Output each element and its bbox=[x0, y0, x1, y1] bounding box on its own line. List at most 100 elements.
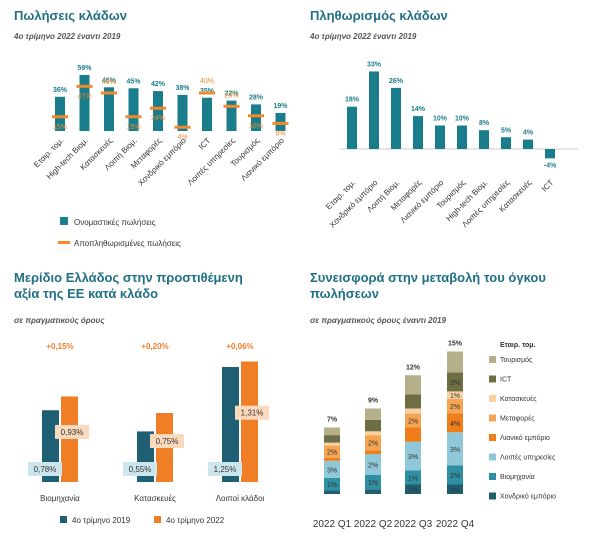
c1-bar-label: 36% bbox=[53, 87, 68, 94]
c1-bar bbox=[55, 96, 65, 131]
c1-marker-label: 15% bbox=[126, 124, 140, 131]
c4-segment-label: 2% bbox=[450, 380, 460, 387]
c4-legend-label: Λιανικό εμπόριο bbox=[500, 434, 550, 442]
c4-segment bbox=[365, 435, 381, 451]
c2-bar-label: 8% bbox=[479, 120, 490, 127]
c4-segment-label: 1% bbox=[408, 487, 418, 494]
c3-label-box bbox=[208, 462, 242, 476]
c4-segment-label: 2% bbox=[450, 473, 460, 480]
c1-marker-label: 40% bbox=[200, 78, 214, 85]
c1-marker bbox=[52, 115, 68, 119]
c4-segment bbox=[405, 427, 421, 442]
c4-legend-label: Τουρισμός bbox=[500, 356, 533, 364]
c3-legend-label: 4ο τρίμηνο 2022 bbox=[166, 516, 225, 525]
c4-tick-label: 2022 Q4 bbox=[436, 519, 475, 530]
c4-total-label: 12% bbox=[406, 364, 421, 371]
c4-legend-swatch bbox=[489, 492, 496, 500]
c2-bar-label: 18% bbox=[345, 97, 360, 104]
chart4-title: Συνεισφορά στην μεταβολή του όγκου πωλήσ… bbox=[310, 270, 546, 301]
c1-marker-label: 15% bbox=[53, 124, 67, 131]
c2-bar-label: 33% bbox=[367, 61, 382, 68]
c4-segment bbox=[365, 431, 381, 436]
c4-tick-label: 2022 Q3 bbox=[394, 519, 433, 530]
c1-bar bbox=[226, 100, 237, 131]
c3-bar-label: 0,93% bbox=[61, 428, 84, 437]
c4-segment-label: 1% bbox=[368, 480, 378, 487]
c4-segment-label: 2% bbox=[327, 450, 337, 457]
c3-change-label: +0,15% bbox=[46, 342, 73, 351]
c3-bar-label: 1,25% bbox=[214, 465, 237, 474]
c4-legend-swatch bbox=[489, 414, 496, 422]
c4-segment bbox=[447, 484, 463, 494]
c3-legend-label: 4ο τρίμηνο 2019 bbox=[72, 516, 131, 525]
c4-segment-label: 4% bbox=[450, 421, 460, 428]
c4-segment-label: 2% bbox=[408, 418, 418, 425]
c3-label-box bbox=[55, 424, 89, 439]
c1-marker-label: 24% bbox=[151, 115, 165, 122]
c1-bar-label: 45% bbox=[126, 78, 141, 85]
c3-tick-label: Λοιποί κλάδοι bbox=[216, 494, 265, 503]
c1-marker-label: 40% bbox=[102, 79, 116, 86]
c4-segment bbox=[447, 465, 463, 485]
c4-segment bbox=[324, 477, 340, 491]
c2-bar bbox=[369, 71, 379, 149]
c1-marker bbox=[223, 104, 240, 108]
c2-bar-label: 5% bbox=[501, 127, 512, 134]
c4-segment bbox=[405, 484, 421, 494]
c1-bar-label: 35% bbox=[200, 88, 215, 95]
c1-bar-label: 46% bbox=[102, 77, 117, 84]
c4-total-label: 15% bbox=[448, 341, 463, 348]
c4-legend-label: Μεταφορές bbox=[500, 415, 535, 423]
c1-bar bbox=[128, 88, 139, 131]
c4-segment bbox=[324, 457, 340, 461]
c4-segment bbox=[405, 394, 421, 409]
c3-label-box bbox=[28, 462, 62, 476]
c4-segment bbox=[324, 427, 340, 436]
c1-bar bbox=[79, 74, 90, 131]
c1-tick-label: ICT bbox=[197, 136, 213, 152]
c3-change-label: +0,06% bbox=[226, 342, 253, 351]
c1-marker bbox=[76, 84, 93, 88]
c1-bar-label: 59% bbox=[77, 65, 92, 72]
c1-marker bbox=[272, 121, 289, 125]
c4-segment bbox=[365, 408, 381, 420]
c4-segment bbox=[405, 375, 421, 395]
c3-bar bbox=[61, 396, 78, 482]
c3-legend-swatch bbox=[154, 516, 161, 523]
c4-segment-label: 2% bbox=[368, 441, 378, 448]
c4-segment bbox=[365, 419, 381, 432]
c2-bar-label: 10% bbox=[455, 116, 470, 123]
c1-legend-label: Ονομαστικές πωλήσεις bbox=[74, 218, 156, 227]
c4-legend-swatch bbox=[489, 473, 496, 480]
c2-bar-label: 14% bbox=[411, 106, 426, 113]
c3-bar bbox=[241, 361, 258, 482]
c4-legend-label: Χονδρικό εμπόριο bbox=[500, 493, 556, 501]
c4-segment-label: 3% bbox=[408, 454, 418, 461]
c3-tick-label: Κατασκευές bbox=[134, 494, 176, 503]
c4-legend-swatch bbox=[489, 434, 496, 441]
c2-bar bbox=[523, 139, 533, 149]
c4-segment bbox=[405, 470, 421, 485]
c2-bar bbox=[501, 137, 511, 149]
c1-bar bbox=[153, 91, 163, 131]
c1-marker bbox=[248, 114, 264, 118]
c2-bar bbox=[435, 125, 445, 149]
c4-legend-swatch bbox=[489, 453, 496, 461]
c4-segment bbox=[447, 413, 463, 433]
c1-bar bbox=[104, 87, 114, 131]
c4-segment-label: 1% bbox=[408, 475, 418, 482]
c4-tick-label: 2022 Q1 bbox=[313, 519, 352, 530]
c1-marker-label: 16% bbox=[249, 123, 263, 130]
c4-legend-title: Εταιρ. τομ. bbox=[500, 342, 536, 349]
c2-bar bbox=[545, 149, 555, 159]
chart2-title: Πληθωρισμός κλάδων bbox=[310, 8, 448, 23]
c1-bar bbox=[177, 94, 188, 131]
c4-total-label: 9% bbox=[368, 398, 379, 405]
chart4-subtitle: σε πραγματικούς όρους έναντι 2019 bbox=[310, 316, 446, 325]
c1-bar-label: 38% bbox=[175, 85, 190, 92]
c4-legend-label: Κατασκευές bbox=[500, 395, 537, 403]
c4-legend-label: ICT bbox=[500, 377, 512, 384]
c2-bar bbox=[457, 125, 467, 149]
c1-legend-swatch bbox=[60, 217, 68, 225]
